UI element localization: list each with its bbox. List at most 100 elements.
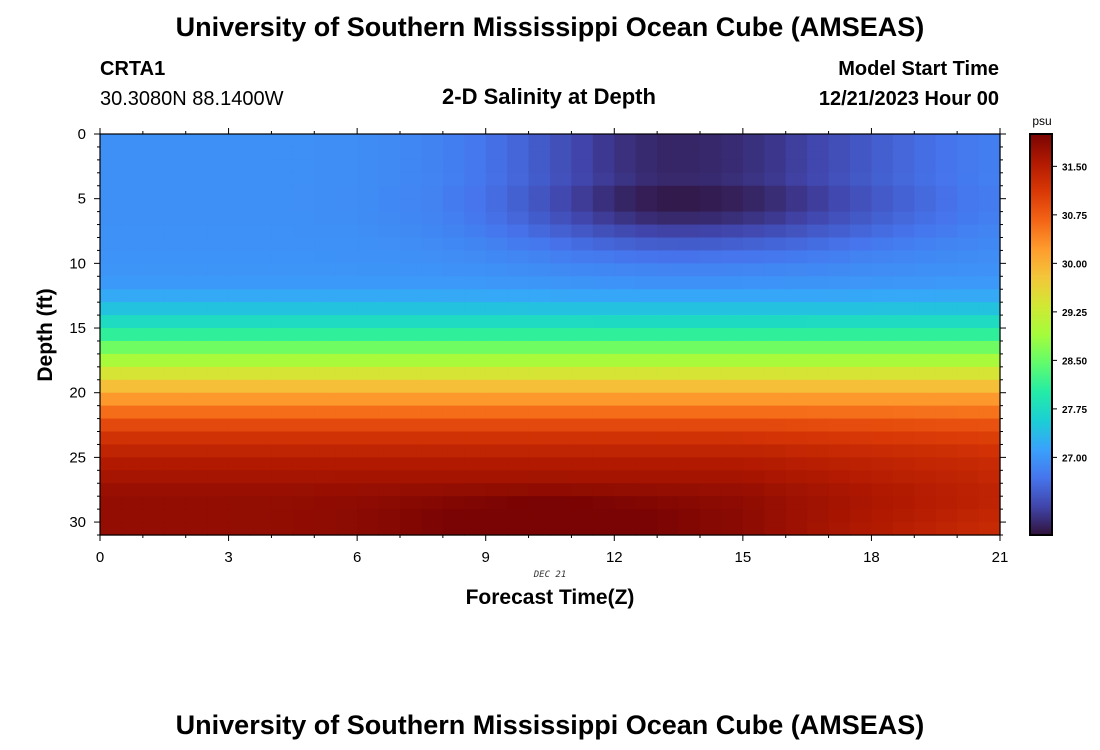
heatmap-cell [700, 509, 723, 523]
heatmap-cell [528, 496, 551, 510]
heatmap-cell [421, 198, 444, 213]
heatmap-cell [271, 211, 294, 226]
heatmap-cell [378, 289, 401, 303]
heatmap-cell [935, 470, 958, 484]
heatmap-cell [571, 224, 594, 239]
heatmap-cell [700, 146, 723, 161]
heatmap-cell [742, 134, 765, 148]
heatmap-cell [850, 146, 873, 161]
heatmap-cell [507, 224, 530, 239]
heatmap-cell [850, 289, 873, 303]
heatmap-cell [185, 353, 208, 368]
heatmap-cell [207, 353, 230, 368]
heatmap-cell [807, 457, 830, 471]
heatmap-cell [935, 483, 958, 497]
heatmap-cell [914, 289, 937, 303]
heatmap-cell [100, 185, 123, 200]
heatmap-cell [164, 185, 187, 200]
heatmap-cell [528, 134, 551, 148]
heatmap-cell [871, 431, 894, 446]
heatmap-cell [550, 431, 573, 446]
heatmap-cell [442, 289, 465, 303]
heatmap-cell [507, 276, 530, 290]
heatmap-cell [228, 431, 251, 446]
heatmap-cell [507, 198, 530, 213]
heatmap-cell [528, 289, 551, 303]
model-start-value: 12/21/2023 Hour 00 [819, 88, 999, 110]
heatmap-cell [228, 134, 251, 148]
heatmap-cell [442, 328, 465, 342]
heatmap-cell [228, 198, 251, 213]
heatmap-cell [357, 405, 380, 420]
heatmap-cell [871, 418, 894, 433]
heatmap-cell [978, 522, 1001, 536]
heatmap-cell [164, 496, 187, 510]
heatmap-cell [400, 405, 423, 420]
heatmap-cell [978, 146, 1001, 161]
heatmap-cell [935, 379, 958, 394]
heatmap-cell [871, 457, 894, 471]
heatmap-cell [678, 250, 701, 264]
heatmap-cell [400, 211, 423, 226]
heatmap-cell [528, 328, 551, 342]
heatmap-cell [571, 276, 594, 290]
heatmap-cell [335, 379, 358, 394]
heatmap-cell [957, 224, 980, 239]
x-tick-label: 0 [96, 549, 104, 566]
heatmap-cell [978, 328, 1001, 342]
heatmap-cell [292, 509, 315, 523]
heatmap-cell [957, 250, 980, 264]
heatmap-cell [121, 470, 144, 484]
heatmap-cell [871, 276, 894, 290]
heatmap-cell [207, 146, 230, 161]
heatmap-cell [442, 134, 465, 148]
heatmap-cell [421, 146, 444, 161]
heatmap-cell [892, 340, 915, 355]
heatmap-cell [164, 159, 187, 174]
heatmap-cell [485, 315, 508, 329]
heatmap-cell [871, 444, 894, 458]
heatmap-cell [721, 405, 744, 420]
heatmap-cell [464, 418, 487, 433]
heatmap-cell [185, 237, 208, 252]
heatmap-cell [635, 405, 658, 420]
heatmap-cell [678, 263, 701, 277]
heatmap-cell [292, 211, 315, 226]
heatmap-cell [742, 198, 765, 213]
heatmap-cell [421, 211, 444, 226]
heatmap-cell [785, 496, 808, 510]
heatmap-cell [592, 289, 615, 303]
heatmap-cell [850, 198, 873, 213]
y-axis: 0 5 10 15 20 25 30 [69, 126, 1006, 536]
heatmap-cell [121, 379, 144, 394]
heatmap-cell [207, 379, 230, 394]
heatmap-cell [678, 431, 701, 446]
heatmap-cell [485, 263, 508, 277]
heatmap-cell [528, 366, 551, 381]
heatmap-cell [592, 134, 615, 148]
heatmap-cell [592, 483, 615, 497]
heatmap-cell [314, 172, 337, 187]
heatmap-cell [464, 276, 487, 290]
heatmap-cell [914, 185, 937, 200]
heatmap-cell [142, 353, 165, 368]
heatmap-cell [892, 405, 915, 420]
heatmap-cell [657, 431, 680, 446]
heatmap-cell [121, 418, 144, 433]
heatmap-cell [635, 392, 658, 407]
heatmap-cell [228, 366, 251, 381]
heatmap-cell [464, 315, 487, 329]
heatmap-cell [828, 289, 851, 303]
heatmap-cell [764, 457, 787, 471]
heatmap-cell [892, 457, 915, 471]
heatmap-cell [250, 146, 273, 161]
heatmap-cell [828, 302, 851, 316]
heatmap-cell [378, 405, 401, 420]
heatmap-cell [614, 328, 637, 342]
heatmap-cell [357, 198, 380, 213]
heatmap-cell [100, 263, 123, 277]
heatmap-cell [378, 134, 401, 148]
heatmap-cell [700, 211, 723, 226]
heatmap-cell [271, 159, 294, 174]
heatmap-cell [635, 289, 658, 303]
